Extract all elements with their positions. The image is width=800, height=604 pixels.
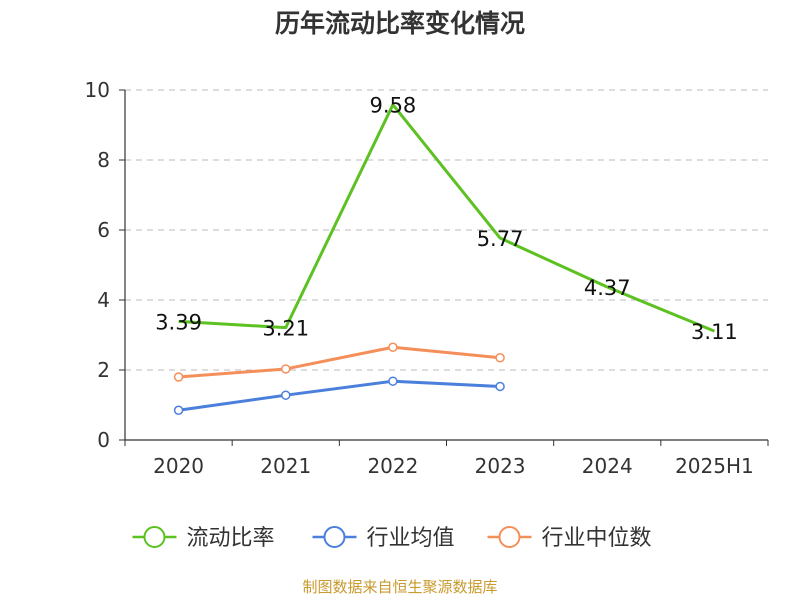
data-point (281, 390, 291, 400)
y-tick-label: 2 (97, 358, 110, 382)
data-point (173, 405, 184, 415)
data-point (173, 372, 184, 382)
legend-item: 行业均值 (312, 526, 455, 551)
x-tick-label: 2023 (475, 454, 526, 478)
data-label: 9.58 (370, 94, 417, 118)
data-label: 3.39 (155, 310, 202, 334)
series-line-0 (178, 103, 715, 333)
data-label: 5.77 (477, 227, 524, 251)
x-tick-label: 2022 (367, 454, 418, 478)
legend-label: 行业中位数 (542, 526, 652, 551)
legend: 流动比率 行业均值 行业中位数 (132, 526, 652, 551)
y-tick-label: 8 (97, 148, 110, 172)
series-line-1 (178, 379, 501, 412)
series-line-2 (178, 345, 501, 379)
y-tick-label: 10 (85, 78, 110, 102)
data-label: 3.21 (262, 317, 309, 341)
data-point (281, 364, 291, 374)
series-layer (173, 103, 715, 415)
axes: 0 2 4 6 8 10 2020 2021 2022 2023 2024 2025H1 (85, 78, 769, 478)
y-tick-label: 0 (97, 428, 110, 452)
data-point (388, 342, 398, 352)
data-label: 4.37 (584, 276, 631, 300)
legend-item: 行业中位数 (487, 526, 652, 551)
legend-circle-icon (323, 526, 346, 548)
legend-circle-icon (143, 526, 166, 548)
legend-label: 流动比率 (187, 526, 275, 551)
source-note: 制图数据来自恒生聚源数据库 (302, 578, 498, 596)
legend-item: 流动比率 (132, 526, 275, 551)
data-point (495, 381, 505, 392)
x-tick-label: 2024 (582, 454, 633, 478)
grid-lines (125, 89, 768, 371)
x-tick-label: 2021 (260, 454, 311, 478)
data-label: 3.11 (691, 320, 738, 344)
legend-label: 行业均值 (367, 526, 455, 551)
data-point (495, 353, 505, 363)
legend-circle-icon (498, 526, 521, 548)
x-tick-label: 2025H1 (675, 454, 754, 478)
y-tick-label: 4 (97, 288, 110, 312)
data-labels: 3.39 3.21 9.58 5.77 4.37 3.11 (155, 94, 738, 344)
x-tick-label: 2020 (153, 454, 204, 478)
data-point (388, 376, 398, 386)
y-tick-label: 6 (97, 218, 110, 242)
chart-title: 历年流动比率变化情况 (275, 9, 525, 38)
